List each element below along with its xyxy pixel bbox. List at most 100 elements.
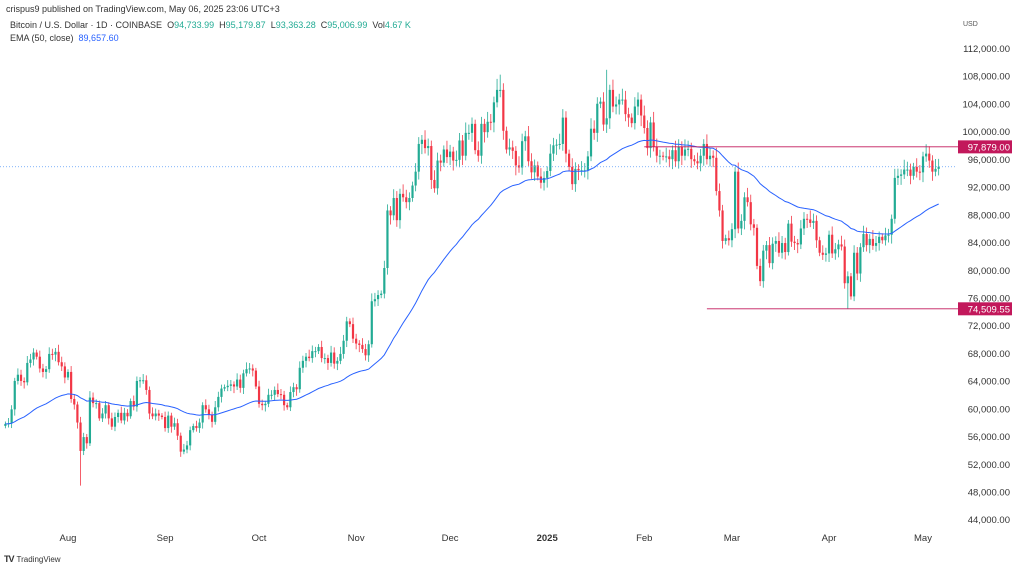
candle-body [903, 169, 906, 175]
candle [132, 395, 135, 411]
candle [198, 418, 201, 433]
candle [464, 122, 467, 161]
candle [633, 97, 636, 130]
candle-body [51, 353, 54, 355]
candle [239, 374, 242, 393]
candle [398, 188, 402, 229]
candle [104, 401, 107, 419]
candle-body [796, 243, 799, 245]
candle-body [198, 422, 201, 429]
candle-body [257, 386, 261, 404]
candle-body [4, 423, 7, 426]
candle-body [98, 403, 101, 419]
candle [73, 394, 76, 410]
candle [423, 130, 427, 154]
candle-body [780, 243, 784, 253]
candle-body [705, 143, 709, 160]
candle-body [536, 165, 539, 177]
open-value: 94,733.99 [174, 20, 215, 30]
candle-body [120, 412, 123, 421]
x-tick-label: May [914, 533, 932, 544]
candle-body [712, 155, 715, 158]
candle [445, 140, 449, 164]
candle-body [464, 132, 467, 156]
candle-body [129, 401, 132, 417]
x-tick-label: Apr [822, 533, 837, 544]
candle-body [176, 423, 179, 436]
candle [762, 244, 765, 288]
candle-body [671, 150, 674, 160]
candle-body [167, 415, 170, 429]
candle [533, 159, 536, 181]
candle [918, 165, 921, 181]
candle [91, 392, 95, 408]
candle-body [160, 415, 164, 417]
tradingview-logo[interactable]: TV TradingView [4, 554, 61, 564]
candle-body [189, 430, 192, 446]
y-tick-label: 104,000.00 [962, 99, 1010, 110]
candle-body [336, 360, 339, 364]
volume-value: 4.67 K [384, 20, 411, 30]
candle [687, 140, 690, 157]
candle-body [618, 99, 621, 105]
candle-body [35, 352, 38, 357]
candle-body [589, 128, 593, 157]
candle [35, 349, 38, 360]
candle [292, 382, 295, 398]
candle [160, 413, 164, 420]
candle [746, 187, 749, 207]
candle-body [611, 89, 615, 107]
candle-body [893, 177, 896, 219]
candle-body [502, 89, 505, 131]
candle [752, 218, 755, 236]
candle [583, 163, 586, 178]
candle [771, 237, 774, 270]
candle [740, 214, 743, 236]
candle [251, 364, 254, 377]
candle-body [320, 346, 323, 359]
candle [154, 408, 157, 421]
candle-body [683, 149, 687, 156]
candle [705, 134, 709, 165]
candle [107, 402, 110, 425]
candle-body [192, 425, 195, 431]
currency-label: USD [963, 21, 978, 28]
candle [185, 440, 189, 454]
candle-body [580, 170, 583, 172]
candle-body [408, 197, 411, 203]
candle [48, 347, 51, 373]
candle-body [790, 223, 793, 242]
candle-body [329, 352, 333, 363]
candle-body [261, 403, 264, 406]
candle-body [564, 117, 568, 154]
candle-body [552, 145, 555, 154]
candle-body [837, 244, 840, 250]
candle [596, 97, 599, 142]
candle [376, 290, 380, 307]
candle-body [928, 153, 931, 161]
candle [796, 238, 799, 254]
candle-body [774, 240, 777, 244]
candle-body [351, 324, 355, 339]
candle [163, 411, 167, 432]
candle-body [333, 352, 336, 364]
candle-body [787, 223, 790, 253]
candle [580, 161, 583, 176]
candle [661, 151, 665, 161]
candle-body [264, 403, 267, 406]
ema-label: EMA (50, close) [10, 33, 74, 43]
candle-body [474, 123, 477, 151]
candle [552, 137, 555, 162]
candle-body [740, 220, 743, 229]
candle-body [574, 168, 577, 185]
candle-body [73, 398, 76, 405]
candle [98, 400, 101, 421]
candle [461, 134, 464, 166]
chart-legend: Bitcoin / U.S. Dollar · 1D · COINBASE O9… [10, 19, 411, 45]
candle-body [865, 234, 868, 246]
candle-body [383, 267, 386, 294]
candle-body [812, 220, 815, 223]
candle-body [298, 367, 301, 390]
candle-body [170, 415, 173, 427]
